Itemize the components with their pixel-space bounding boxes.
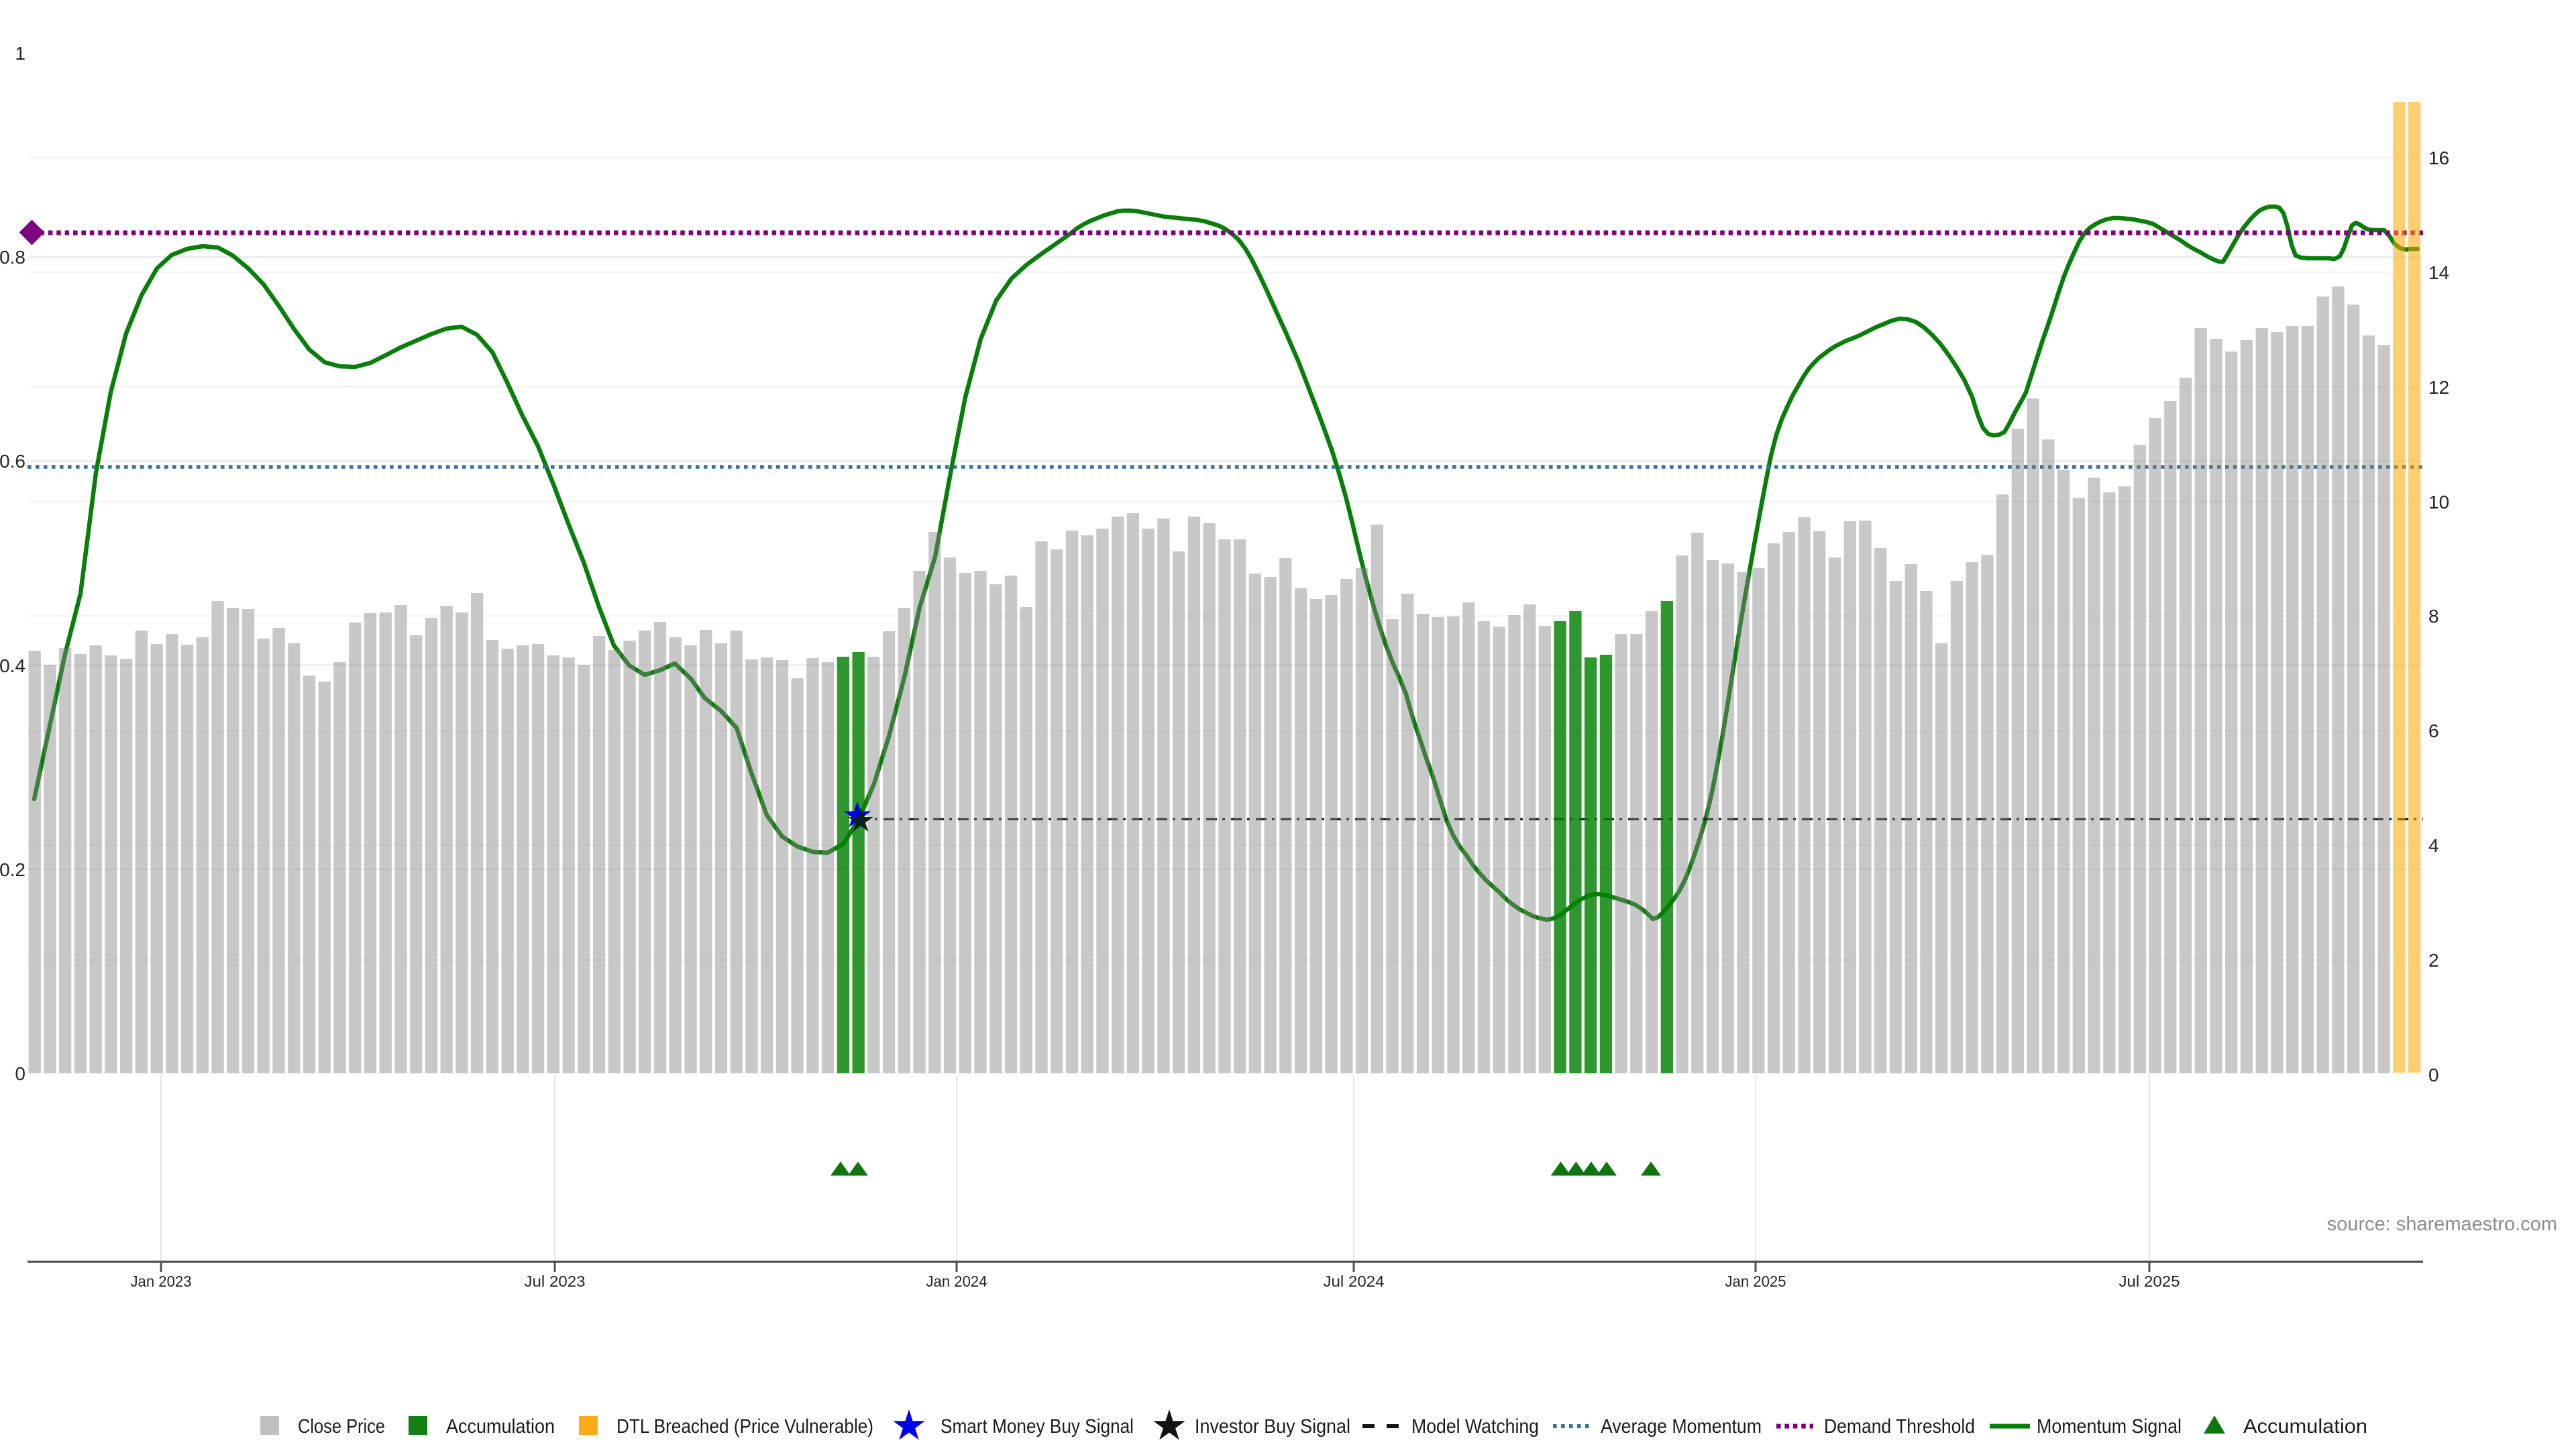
svg-text:12: 12 — [2428, 377, 2449, 398]
svg-text:0.6: 0.6 — [0, 451, 25, 472]
svg-text:DTL Breached (Price Vulnerable: DTL Breached (Price Vulnerable) — [616, 1415, 873, 1438]
svg-text:0: 0 — [2428, 1065, 2439, 1085]
svg-text:1: 1 — [15, 43, 25, 64]
svg-text:4: 4 — [2428, 835, 2439, 856]
svg-text:Accumulation: Accumulation — [446, 1415, 555, 1438]
svg-text:Investor Buy Signal: Investor Buy Signal — [1195, 1415, 1350, 1438]
svg-text:6: 6 — [2428, 720, 2439, 741]
svg-text:Momentum Signal: Momentum Signal — [2037, 1415, 2182, 1438]
svg-text:0: 0 — [15, 1063, 25, 1084]
svg-text:14: 14 — [2428, 262, 2449, 283]
svg-text:Jan 2024: Jan 2024 — [926, 1273, 987, 1290]
svg-text:Jan 2023: Jan 2023 — [131, 1273, 192, 1290]
svg-text:Smart Money Buy Signal: Smart Money Buy Signal — [941, 1415, 1134, 1438]
svg-text:0.4: 0.4 — [0, 655, 25, 676]
svg-text:2: 2 — [2428, 950, 2439, 971]
svg-text:Jul 2023: Jul 2023 — [525, 1273, 586, 1290]
svg-text:16: 16 — [2428, 148, 2449, 168]
svg-text:Jul 2024: Jul 2024 — [1324, 1273, 1385, 1290]
svg-text:Accumulation: Accumulation — [2243, 1415, 2367, 1438]
svg-text:0.8: 0.8 — [0, 247, 25, 268]
svg-text:0.2: 0.2 — [0, 859, 25, 880]
svg-text:Jan 2025: Jan 2025 — [1725, 1273, 1786, 1290]
svg-text:10: 10 — [2428, 492, 2449, 513]
svg-text:Demand Threshold: Demand Threshold — [1824, 1415, 1975, 1438]
svg-text:Model Watching: Model Watching — [1411, 1415, 1539, 1438]
svg-text:8: 8 — [2428, 606, 2439, 627]
svg-text:source: sharemaestro.com: source: sharemaestro.com — [2327, 1214, 2557, 1235]
svg-text:Close Price: Close Price — [298, 1415, 385, 1438]
svg-text:Jul 2025: Jul 2025 — [2119, 1273, 2180, 1290]
svg-text:Average Momentum: Average Momentum — [1601, 1415, 1762, 1438]
